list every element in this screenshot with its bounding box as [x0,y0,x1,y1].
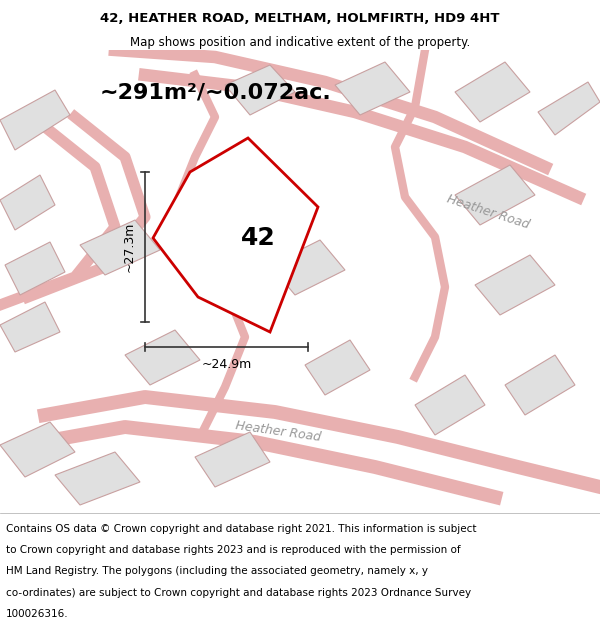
Text: Contains OS data © Crown copyright and database right 2021. This information is : Contains OS data © Crown copyright and d… [6,524,476,534]
Polygon shape [455,62,530,122]
Polygon shape [475,255,555,315]
Polygon shape [0,175,55,230]
Text: HM Land Registry. The polygons (including the associated geometry, namely x, y: HM Land Registry. The polygons (includin… [6,566,428,576]
Polygon shape [153,138,318,332]
Text: 42, HEATHER ROAD, MELTHAM, HOLMFIRTH, HD9 4HT: 42, HEATHER ROAD, MELTHAM, HOLMFIRTH, HD… [100,12,500,26]
Text: 42: 42 [241,226,275,250]
Polygon shape [455,165,535,225]
Polygon shape [0,422,75,477]
Polygon shape [270,240,345,295]
Text: co-ordinates) are subject to Crown copyright and database rights 2023 Ordnance S: co-ordinates) are subject to Crown copyr… [6,588,471,598]
Text: 100026316.: 100026316. [6,609,68,619]
Polygon shape [195,432,270,487]
Polygon shape [538,82,600,135]
Polygon shape [125,330,200,385]
Text: ~24.9m: ~24.9m [202,359,251,371]
Text: ~291m²/~0.072ac.: ~291m²/~0.072ac. [99,82,331,102]
Polygon shape [55,452,140,505]
Text: to Crown copyright and database rights 2023 and is reproduced with the permissio: to Crown copyright and database rights 2… [6,545,461,555]
Polygon shape [335,62,410,115]
Text: Map shows position and indicative extent of the property.: Map shows position and indicative extent… [130,36,470,49]
Polygon shape [0,90,70,150]
Polygon shape [80,220,160,275]
Polygon shape [415,375,485,435]
Polygon shape [0,302,60,352]
Polygon shape [505,355,575,415]
Polygon shape [305,340,370,395]
Polygon shape [5,242,65,295]
Polygon shape [225,65,295,115]
Text: ~27.3m: ~27.3m [122,222,136,272]
Text: Heather Road: Heather Road [445,192,531,231]
Text: Heather Road: Heather Road [235,419,322,444]
